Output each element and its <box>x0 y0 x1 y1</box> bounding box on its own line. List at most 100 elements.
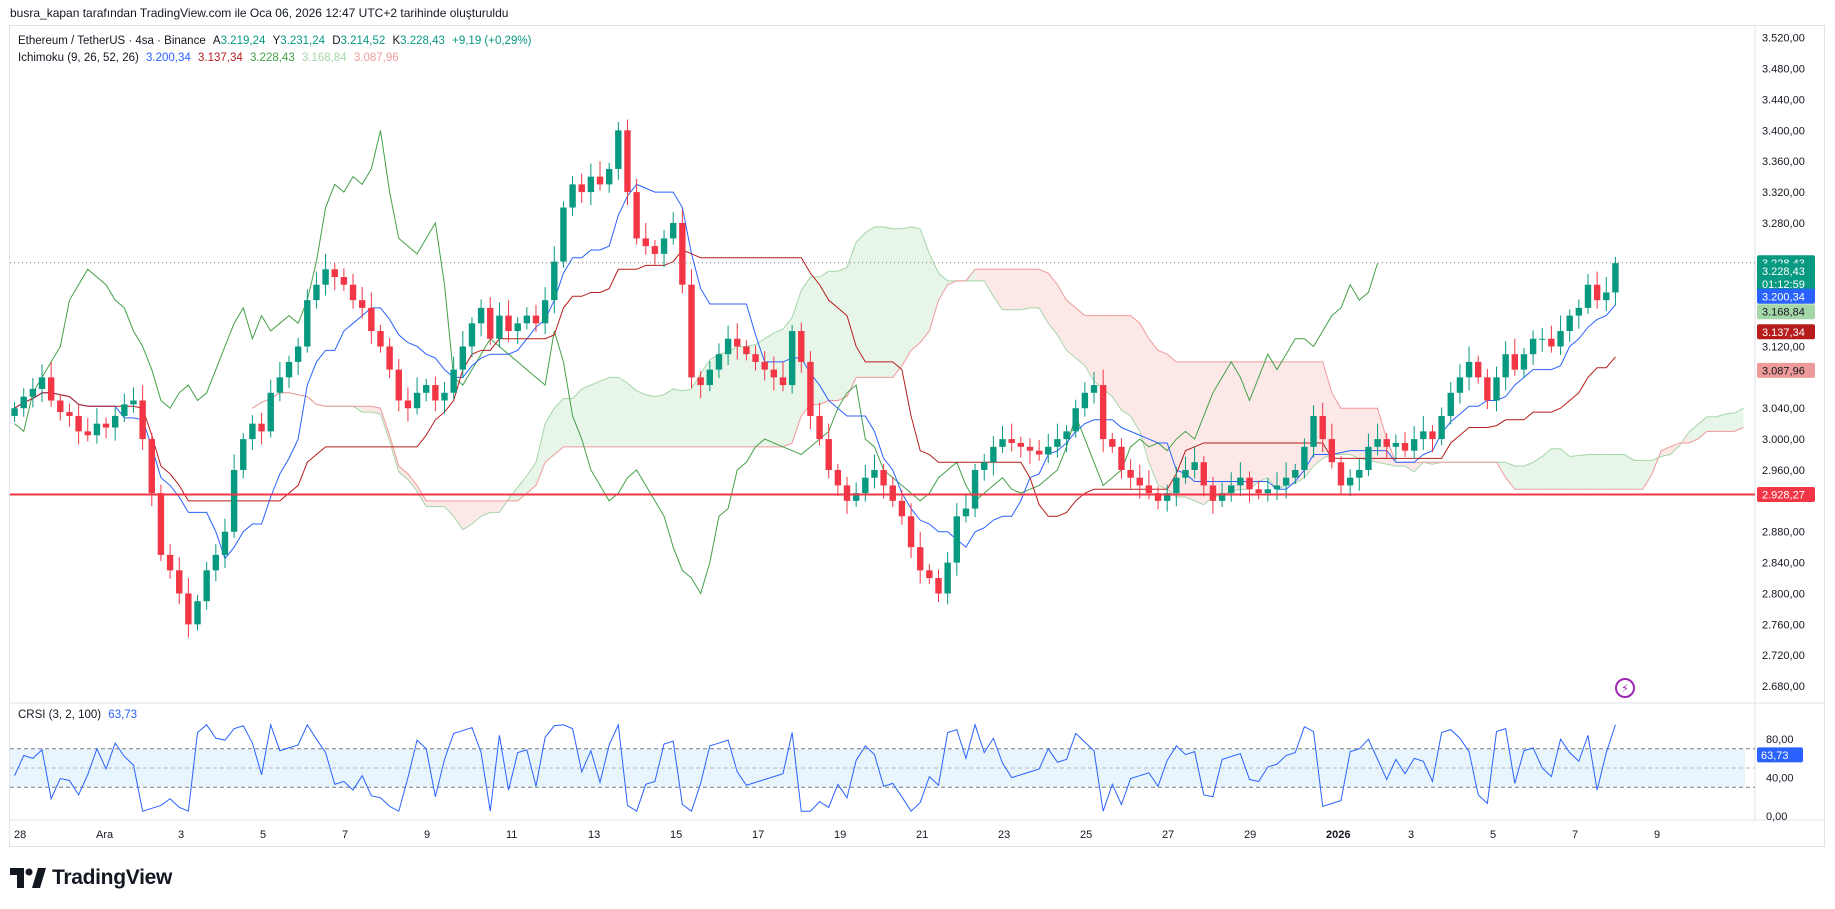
ichimoku-cloud-segment <box>407 473 418 492</box>
ichimoku-cloud-segment <box>1075 307 1085 366</box>
candle-body <box>560 207 567 262</box>
candle-body <box>322 269 329 285</box>
candle-body <box>304 300 311 347</box>
ichimoku-cloud-segment <box>975 269 985 281</box>
ichimoku-cloud-segment <box>1258 361 1268 482</box>
ichimoku-cloud-segment <box>600 377 610 447</box>
ichimoku-cloud-segment <box>590 381 601 447</box>
ichimoku-cloud-segment <box>929 253 939 332</box>
ichimoku-cloud-segment <box>1569 455 1579 490</box>
ichimoku-cloud-segment <box>654 394 665 447</box>
low-value: 3.214,52 <box>340 35 386 47</box>
ichimoku-cloud-segment <box>1222 361 1232 496</box>
crsi-legend[interactable]: CRSI (3, 2, 100) 63,73 <box>18 709 137 721</box>
price-tick-label: 3.400,00 <box>1762 125 1805 137</box>
time-tick-label: 29 <box>1244 829 1256 841</box>
ichimoku-cloud-segment <box>1084 315 1095 382</box>
candle-body <box>203 570 210 602</box>
ichimoku-cloud-segment <box>1597 454 1607 490</box>
time-tick-label: 25 <box>1080 829 1092 841</box>
candle-body <box>331 269 338 278</box>
ichimoku-cloud-segment <box>1112 315 1122 411</box>
candle-body <box>1145 485 1153 494</box>
candle-body <box>1072 408 1079 432</box>
price-tag <box>1757 276 1815 292</box>
candle-body <box>358 300 366 308</box>
ichimoku-span-b-line <box>252 268 1744 502</box>
candle-body <box>788 331 796 386</box>
ichimoku-legend[interactable]: Ichimoku (9, 26, 52, 26) 3.200,34 3.137,… <box>18 52 399 64</box>
candle-body <box>340 277 348 285</box>
candle-body <box>1557 331 1564 347</box>
candle-body <box>1209 485 1217 501</box>
candle-body <box>569 184 576 208</box>
candle-body <box>258 423 265 432</box>
crsi-tick-label: 40,00 <box>1766 773 1794 785</box>
candle-body <box>926 570 933 579</box>
candle-body <box>1346 477 1354 486</box>
time-tick-label: 15 <box>670 829 682 841</box>
candle-body <box>413 392 421 409</box>
candle-body <box>404 400 412 409</box>
candle-body <box>1246 477 1253 490</box>
crsi-line <box>14 722 1616 813</box>
candle-body <box>1228 485 1235 494</box>
ichimoku-cloud-segment <box>1048 273 1058 335</box>
ichimoku-cloud-segment <box>1340 408 1351 455</box>
ichimoku-cloud-segment <box>618 377 628 447</box>
candle-body <box>1109 439 1116 447</box>
chart-created-by-header: busra_kapan tarafından TradingView.com i… <box>10 6 509 20</box>
candle-body <box>953 516 960 563</box>
ichimoku-cloud-segment <box>1395 462 1406 467</box>
candle-body <box>532 315 540 324</box>
ichimoku-cloud-segment <box>1167 354 1177 497</box>
price-tick-label: 2.720,00 <box>1762 650 1805 662</box>
ichimoku-tenkan-value: 3.200,34 <box>146 52 191 64</box>
candle-body <box>1008 439 1015 443</box>
candle-body <box>761 361 768 370</box>
ichimoku-cloud-segment <box>545 408 555 463</box>
ichimoku-cloud-segment <box>1551 448 1561 490</box>
candle-body <box>1319 415 1326 440</box>
candle-body <box>1548 338 1555 347</box>
ichimoku-spanb-value: 3.087,96 <box>353 52 399 64</box>
tradingview-logo-icon <box>10 868 46 888</box>
candle-body <box>971 469 979 509</box>
symbol-name[interactable]: Ethereum / TetherUS · 4sa · Binance <box>18 35 206 47</box>
candle-body <box>1612 263 1619 293</box>
candle-body <box>1429 431 1436 440</box>
candle-body <box>514 323 521 332</box>
candle-body <box>121 404 128 416</box>
time-tick-label: 3 <box>1408 829 1414 841</box>
chart-frame <box>9 25 1825 847</box>
ichimoku-cloud-segment <box>901 226 912 366</box>
time-tick-label: 7 <box>1572 829 1578 841</box>
ichimoku-cloud-segment <box>1130 315 1140 432</box>
crsi-name: CRSI (3, 2, 100) <box>18 709 102 721</box>
ichimoku-cloud-segment <box>682 388 692 447</box>
candle-body <box>47 377 55 401</box>
candle-body <box>468 323 476 347</box>
candle-body <box>660 238 668 254</box>
candle-body <box>852 493 860 501</box>
ichimoku-cloud-segment <box>1231 361 1241 492</box>
ichimoku-cloud-segment <box>1267 361 1277 490</box>
tradingview-logo[interactable]: TradingView <box>10 866 172 890</box>
candle-body <box>981 462 988 470</box>
candle-body <box>29 388 37 397</box>
candle-body <box>935 578 942 594</box>
candle-body <box>249 423 256 440</box>
ichimoku-cloud-segment <box>728 346 738 447</box>
ichimoku-cloud-segment <box>1039 269 1049 324</box>
price-tag <box>1757 288 1815 304</box>
candle-body <box>944 562 951 594</box>
ichimoku-cloud-segment <box>673 388 683 447</box>
candle-body <box>1566 315 1573 332</box>
price-tag-text: 01:12:59 <box>1762 279 1805 291</box>
crsi-value-tag-text: 63,73 <box>1761 750 1789 762</box>
crsi-value-tag <box>1757 747 1803 763</box>
time-tick-label: 13 <box>588 829 600 841</box>
ichimoku-cloud-segment <box>1697 416 1707 440</box>
flash-icon[interactable]: ⚡ <box>1615 678 1635 698</box>
